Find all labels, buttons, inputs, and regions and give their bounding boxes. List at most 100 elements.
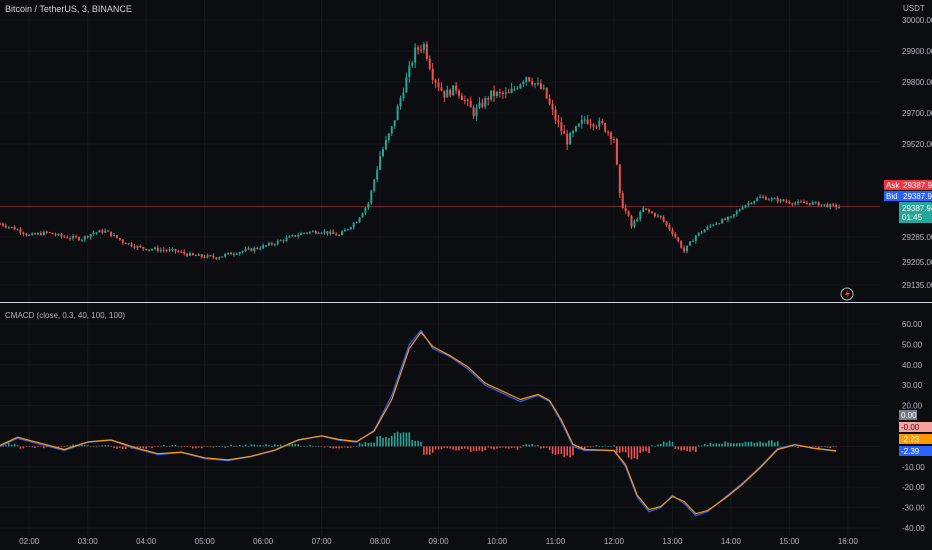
- indicator-tag-hist-bg: [899, 422, 932, 432]
- candle-body: [551, 104, 554, 110]
- candle-body: [197, 254, 200, 256]
- candle-body: [349, 227, 352, 230]
- candle-body: [229, 252, 232, 255]
- candle-body: [583, 119, 586, 121]
- candle-body: [165, 250, 168, 252]
- candle-body: [98, 230, 101, 233]
- candle-body: [317, 233, 320, 235]
- price-tick-label: 29205.00: [902, 258, 932, 267]
- candle-body: [419, 49, 422, 51]
- candle-body: [294, 235, 297, 237]
- candle-body: [458, 90, 461, 96]
- candle-body: [779, 199, 782, 202]
- currency-label: USDT: [903, 4, 925, 13]
- candle-body: [621, 193, 624, 209]
- histogram-bar: [157, 446, 159, 448]
- candle-body: [624, 208, 627, 212]
- candle-body: [314, 231, 317, 234]
- histogram-bar: [92, 446, 95, 447]
- candle-body: [808, 203, 811, 205]
- candle-body: [463, 100, 466, 102]
- histogram-bar: [759, 441, 761, 447]
- lightning-icon[interactable]: [840, 287, 854, 301]
- histogram-bar: [610, 446, 612, 447]
- histogram-bar: [586, 446, 589, 448]
- histogram-bar: [136, 446, 139, 449]
- candle-body: [379, 156, 382, 170]
- histogram-bar: [241, 446, 244, 447]
- ask-tag: Ask 29387.95: [884, 180, 932, 190]
- candle-body: [782, 199, 785, 202]
- histogram-bar: [22, 446, 25, 449]
- histogram-bar: [312, 446, 314, 447]
- ask-tag-label: Ask: [886, 181, 900, 190]
- histogram-bar: [832, 446, 835, 447]
- histogram-bar: [2, 445, 4, 447]
- candle-body: [753, 200, 756, 204]
- candle-body: [650, 211, 653, 214]
- histogram-bar: [373, 442, 376, 447]
- histogram-bar: [499, 446, 501, 448]
- candle-body: [10, 226, 13, 228]
- candle-body: [425, 44, 428, 59]
- price-tick-label: 29700.00: [902, 109, 932, 118]
- candle-body: [250, 248, 253, 252]
- candle-body: [335, 233, 338, 236]
- histogram-bar: [528, 444, 530, 447]
- candle-body: [525, 77, 528, 82]
- indicator-tag-zero: 0.00: [901, 411, 917, 420]
- candle-body: [659, 215, 662, 218]
- candle-body: [466, 100, 469, 102]
- x-tick-label: 06:00: [253, 537, 274, 546]
- candle-body: [320, 232, 323, 234]
- candle-body: [110, 231, 113, 237]
- histogram-bar: [721, 443, 723, 447]
- histogram-bar: [654, 445, 656, 447]
- candle-body: [54, 234, 57, 236]
- histogram-bar: [642, 446, 644, 452]
- histogram-bar: [159, 445, 162, 447]
- candle-body: [767, 199, 770, 201]
- ask-tag-label-bg: [884, 180, 902, 190]
- histogram-bar: [233, 446, 235, 448]
- histogram-bar: [43, 446, 45, 449]
- candle-body: [671, 229, 674, 234]
- x-tick-label: 12:00: [604, 537, 625, 546]
- candle-body: [22, 232, 25, 234]
- candle-body: [171, 248, 174, 250]
- candle-body: [431, 69, 434, 81]
- candle-body: [735, 211, 738, 215]
- candle-body: [399, 98, 402, 107]
- candle-body: [297, 235, 300, 237]
- candle-body: [370, 190, 373, 204]
- candle-body: [42, 231, 45, 236]
- histogram-bar: [37, 446, 39, 448]
- histogram-bar: [455, 446, 457, 451]
- candle-body: [300, 233, 303, 236]
- histogram-bar: [464, 446, 466, 449]
- candle-body: [510, 88, 513, 93]
- histogram-bar: [303, 446, 305, 447]
- histogram-bar: [733, 443, 735, 447]
- histogram-bar: [624, 446, 627, 453]
- candle-body: [788, 201, 791, 204]
- candle-body: [101, 230, 104, 233]
- candle-body: [267, 243, 270, 246]
- histogram-bar: [633, 446, 636, 459]
- candle-body: [308, 231, 311, 234]
- candle-body: [358, 217, 361, 223]
- histogram-bar: [423, 446, 425, 455]
- candle-body: [107, 230, 110, 232]
- histogram-bar: [19, 446, 22, 449]
- candle-body: [612, 139, 615, 141]
- indicator-tag-macd-bg: [899, 446, 932, 456]
- x-tick-label: 15:00: [779, 537, 800, 546]
- x-tick-label: 11:00: [546, 537, 566, 546]
- candle-body: [469, 100, 472, 108]
- histogram-bar: [376, 436, 378, 447]
- histogram-bar: [569, 446, 571, 458]
- candle-body: [221, 256, 224, 258]
- histogram-bar: [171, 445, 174, 447]
- price-tick-label: 29135.00: [902, 281, 932, 290]
